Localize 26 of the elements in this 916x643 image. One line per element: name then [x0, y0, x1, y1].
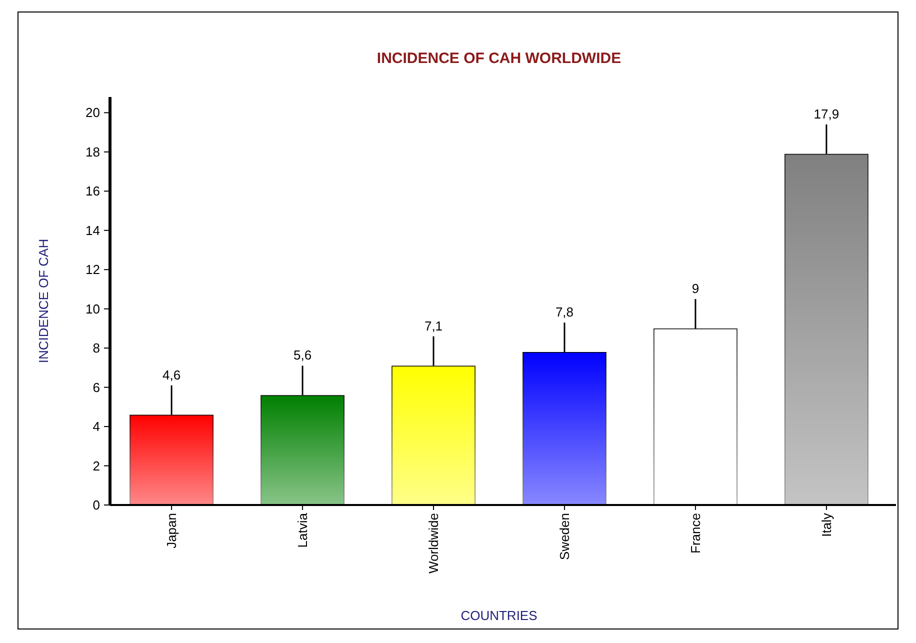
data-label: 9 — [692, 281, 700, 296]
data-label: 7,8 — [555, 304, 574, 320]
data-label: 4,6 — [162, 367, 181, 382]
y-tick-label: 20 — [86, 105, 100, 120]
x-tick-label: Italy — [818, 512, 834, 537]
y-tick-label: 0 — [92, 498, 100, 513]
x-axis-title: COUNTRIES — [460, 608, 538, 623]
x-tick-label: Japan — [164, 513, 180, 548]
x-tick-label: Latvia — [295, 512, 310, 548]
x-tick-label: Sweden — [557, 513, 572, 560]
y-tick-label: 8 — [92, 340, 100, 356]
x-tick-label: Worldwide — [426, 513, 442, 574]
y-tick-label: 18 — [86, 144, 100, 160]
y-tick-label: 12 — [86, 262, 100, 278]
y-tick-label: 10 — [86, 301, 100, 316]
y-tick-label: 4 — [92, 419, 100, 434]
data-label: 5,6 — [293, 348, 312, 363]
x-tick-label: France — [688, 513, 704, 554]
data-label: 17,9 — [814, 106, 840, 122]
y-tick-label: 2 — [92, 458, 100, 474]
y-axis-title: INCIDENCE OF CAH — [36, 238, 51, 364]
y-tick-label: 16 — [86, 184, 100, 199]
data-label: 7,1 — [424, 318, 443, 334]
y-tick-label: 6 — [92, 380, 100, 395]
y-tick-label: 14 — [86, 222, 100, 238]
chart-title: INCIDENCE OF CAH WORLDWIDE — [376, 50, 622, 67]
